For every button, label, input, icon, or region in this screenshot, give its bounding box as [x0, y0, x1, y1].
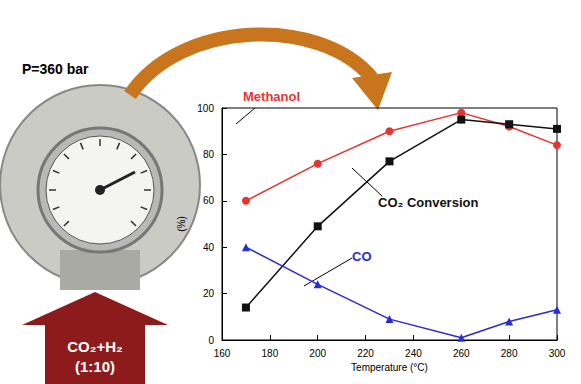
svg-text:Temperature (°C): Temperature (°C): [351, 362, 428, 373]
svg-text:200: 200: [309, 348, 326, 359]
svg-text:Methanol: Methanol: [243, 89, 300, 104]
svg-text:(1:10): (1:10): [75, 358, 115, 375]
svg-text:100: 100: [197, 103, 214, 114]
svg-text:P=360 bar: P=360 bar: [22, 61, 89, 77]
svg-text:60: 60: [203, 195, 215, 206]
svg-text:300: 300: [549, 348, 566, 359]
svg-text:40: 40: [203, 242, 215, 253]
svg-text:CO: CO: [352, 249, 372, 264]
svg-text:260: 260: [453, 348, 470, 359]
svg-text:240: 240: [405, 348, 422, 359]
svg-text:220: 220: [357, 348, 374, 359]
svg-text:CO₂+H₂: CO₂+H₂: [67, 338, 122, 355]
svg-text:20: 20: [203, 288, 215, 299]
svg-text:80: 80: [203, 149, 215, 160]
svg-text:160: 160: [214, 348, 231, 359]
svg-text:0: 0: [208, 335, 214, 346]
svg-text:(%): (%): [176, 216, 187, 232]
svg-text:CO₂ Conversion: CO₂ Conversion: [378, 195, 478, 210]
svg-text:180: 180: [262, 348, 279, 359]
svg-text:280: 280: [501, 348, 518, 359]
